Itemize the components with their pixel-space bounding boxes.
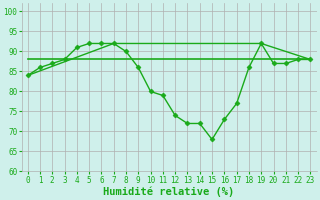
X-axis label: Humidité relative (%): Humidité relative (%) — [103, 186, 235, 197]
